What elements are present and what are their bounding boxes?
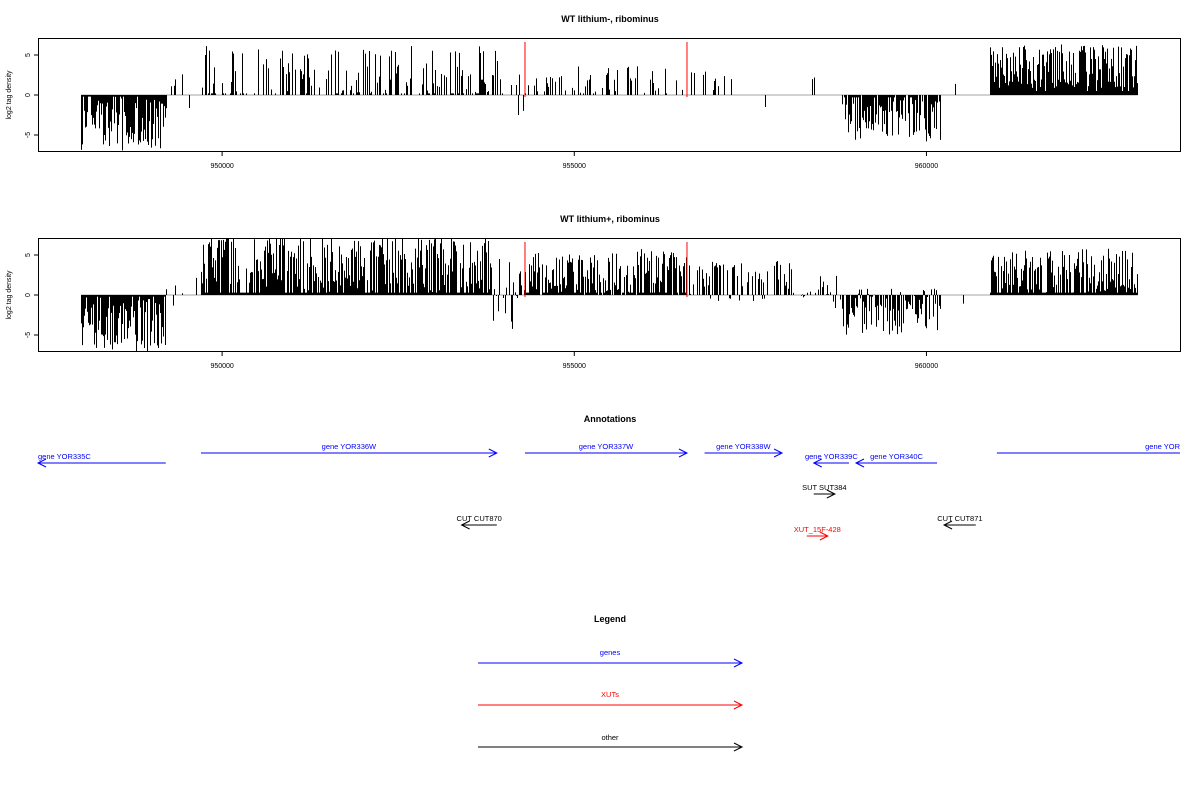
annotation-item: CUT CUT871 xyxy=(937,514,983,530)
panel-2-title: WT lithium+, ribominus xyxy=(560,214,660,224)
panel-1-ylabel: log2 tag density xyxy=(6,70,13,120)
panel-2-xtick-950000: 950000 xyxy=(210,363,233,370)
panel-1-title: WT lithium-, ribominus xyxy=(561,14,659,24)
annotation-label: gene YOR xyxy=(1145,442,1180,451)
panel-1-ytick-5: 5 xyxy=(25,53,32,57)
panel-1-x-axis: 950000 955000 960000 xyxy=(210,152,938,170)
panel-1-frame xyxy=(38,38,1181,152)
legend-label-genes: genes xyxy=(600,648,621,657)
panel-1-xtick-955000: 955000 xyxy=(563,163,586,170)
panel-2-bars xyxy=(81,239,1138,351)
legend-item-genes: genes xyxy=(478,648,744,668)
annotation-arrowhead xyxy=(488,448,498,458)
annotation-label: SUT SUT384 xyxy=(802,483,846,492)
annotation-label: gene YOR340C xyxy=(870,452,923,461)
panel-1-bars xyxy=(81,44,1138,151)
legend-item-xuts: XUTs xyxy=(478,690,744,710)
annotation-items: gene YOR335C gene YOR336W gene YOR337W gene… xyxy=(36,442,1181,541)
legend-arrowhead-other xyxy=(733,742,744,752)
annotation-arrowhead xyxy=(773,448,784,458)
panel-2-ylabel: log2 tag density xyxy=(6,270,13,320)
panel-2-frame xyxy=(38,238,1181,352)
annotation-label: gene YOR335C xyxy=(38,452,91,461)
annotation-arrowhead xyxy=(819,531,829,541)
annotation-item: gene YOR340C xyxy=(854,452,938,468)
annotation-label: gene YOR339C xyxy=(805,452,858,461)
legend-item-other: other xyxy=(478,733,744,752)
annotation-item: gene YOR335C xyxy=(36,452,166,468)
annotation-item: CUT CUT870 xyxy=(457,514,502,530)
legend-title: Legend xyxy=(594,614,626,624)
annotation-arrowhead xyxy=(460,520,470,530)
annotation-arrowhead xyxy=(942,520,953,530)
annotation-item: gene YOR336W xyxy=(200,442,498,458)
legend-label-other: other xyxy=(601,733,619,742)
annotation-label: CUT CUT870 xyxy=(457,514,502,523)
annotation-label: gene YOR337W xyxy=(579,442,634,451)
annotation-item: XUT_15F-428 xyxy=(794,525,841,541)
annotations-title: Annotations xyxy=(584,414,637,424)
legend-arrowhead-xuts xyxy=(733,700,744,710)
panel-1-y-axis: -5 0 5 xyxy=(25,53,38,138)
annotation-item: gene YOR xyxy=(996,442,1181,454)
panel-1-xtick-960000: 960000 xyxy=(915,163,938,170)
panel-2-xtick-960000: 960000 xyxy=(915,363,938,370)
annotation-item: gene YOR338W xyxy=(704,442,784,458)
panel-1-markers xyxy=(524,42,688,97)
annotation-arrowhead xyxy=(812,458,822,468)
annotation-label: gene YOR338W xyxy=(716,442,771,451)
panel-1-xtick-950000: 950000 xyxy=(210,163,233,170)
annotation-label: XUT_15F-428 xyxy=(794,525,841,534)
panel-1-ytick-neg5: -5 xyxy=(25,132,32,138)
panel-2-ytick-0: 0 xyxy=(25,293,32,297)
annotation-item: SUT SUT384 xyxy=(802,483,847,499)
legend-panel: Legend genes XUTs other xyxy=(478,614,744,752)
annotation-arrowhead xyxy=(678,448,689,458)
panel-2-y-axis: -5 0 5 xyxy=(25,253,38,338)
annotation-item: gene YOR339C xyxy=(805,452,858,468)
panel-2-xtick-955000: 955000 xyxy=(563,363,586,370)
annotation-arrowhead xyxy=(826,489,837,499)
legend-arrowhead-genes xyxy=(733,658,744,668)
annotation-arrowhead xyxy=(854,458,865,468)
annotation-label: CUT CUT871 xyxy=(937,514,982,523)
panel-1: WT lithium-, ribominus log2 tag density … xyxy=(6,14,1181,170)
panel-2-x-axis: 950000 955000 960000 xyxy=(210,352,938,370)
annotation-item: gene YOR337W xyxy=(524,442,689,458)
panel-2-ytick-5: 5 xyxy=(25,253,32,257)
annotation-arrowhead xyxy=(36,458,47,468)
panel-2-markers xyxy=(524,242,688,297)
panel-1-ytick-0: 0 xyxy=(25,93,32,97)
legend-label-xuts: XUTs xyxy=(601,690,619,699)
panel-2: WT lithium+, ribominus log2 tag density … xyxy=(6,214,1181,370)
panel-2-ytick-neg5: -5 xyxy=(25,332,32,338)
annotation-label: gene YOR336W xyxy=(322,442,377,451)
